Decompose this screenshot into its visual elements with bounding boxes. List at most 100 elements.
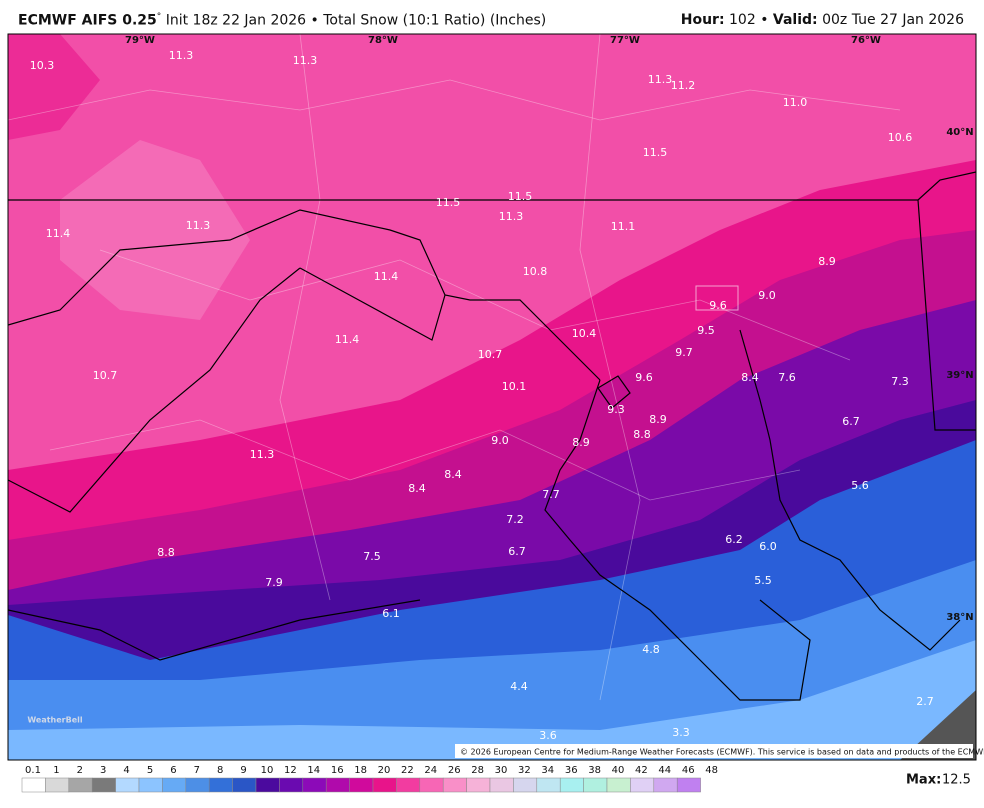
- snow-label: 10.3: [30, 59, 55, 72]
- snow-label: 10.1: [502, 380, 527, 393]
- snow-label: 11.3: [186, 219, 211, 232]
- valid: 00z Tue 27 Jan 2026: [822, 12, 964, 28]
- legend-tick: 2: [77, 765, 83, 776]
- snow-label: 11.3: [250, 448, 275, 461]
- map-frame: [7, 33, 977, 761]
- snow-label: 11.3: [648, 73, 673, 86]
- snow-label: 8.4: [444, 468, 462, 481]
- snow-label: 11.4: [46, 227, 71, 240]
- snow-label: 10.4: [572, 327, 597, 340]
- legend-tick: 32: [518, 765, 531, 776]
- legend-swatch: [68, 777, 93, 793]
- legend-tick: 14: [307, 765, 320, 776]
- logo: WeatherBell: [27, 716, 83, 725]
- hour-label: Hour:: [680, 12, 725, 28]
- legend-tick: 36: [565, 765, 578, 776]
- header-left: ECMWF AIFS 0.25° Init 18z 22 Jan 2026 • …: [18, 12, 546, 29]
- snow-label: 11.5: [436, 196, 461, 209]
- snow-label: 9.0: [491, 434, 509, 447]
- snow-label: 7.2: [506, 513, 524, 526]
- legend-tick: 10: [261, 765, 274, 776]
- legend-tick: 5: [147, 765, 153, 776]
- legend-swatch: [255, 777, 280, 793]
- legend-swatch: [559, 777, 584, 793]
- legend-swatch: [325, 777, 350, 793]
- model: ECMWF AIFS 0.25: [18, 12, 157, 29]
- snow-label: 9.7: [675, 346, 693, 359]
- latitude-label: 38°N: [946, 612, 973, 623]
- snow-label: 11.3: [169, 49, 194, 62]
- legend-swatch: [676, 777, 701, 793]
- snow-label: 11.5: [508, 190, 533, 203]
- legend-tick: 26: [448, 765, 461, 776]
- snow-label: 8.9: [572, 436, 590, 449]
- snow-label: 9.0: [758, 289, 776, 302]
- snow-label: 11.2: [671, 79, 696, 92]
- credit: © 2026 European Centre for Medium-Range …: [460, 748, 984, 757]
- valid-label: Valid:: [772, 12, 818, 28]
- snow-label: 5.6: [851, 479, 869, 492]
- snow-label: 8.9: [818, 255, 836, 268]
- legend-tick: 44: [658, 765, 671, 776]
- legend-swatch: [162, 777, 187, 793]
- legend-tick: 20: [378, 765, 391, 776]
- legend-tick: 34: [541, 765, 554, 776]
- legend-tick: 18: [354, 765, 367, 776]
- legend-swatch: [349, 777, 374, 793]
- snow-label: 2.7: [916, 695, 934, 708]
- snow-label: 3.6: [539, 729, 557, 742]
- snow-label: 6.0: [759, 540, 777, 553]
- snow-label: 7.7: [542, 488, 560, 501]
- snow-label: 6.7: [508, 545, 526, 558]
- snow-label: 8.4: [408, 482, 426, 495]
- legend-tick: 46: [682, 765, 695, 776]
- legend-tick: 30: [495, 765, 508, 776]
- legend-tick: 28: [471, 765, 484, 776]
- legend-swatch: [630, 777, 655, 793]
- snow-label: 11.4: [374, 270, 399, 283]
- legend-tick: 9: [240, 765, 246, 776]
- legend-tick: 38: [588, 765, 601, 776]
- legend-tick: 22: [401, 765, 414, 776]
- legend-swatch: [513, 777, 538, 793]
- snow-field: [8, 34, 976, 760]
- legend-swatch: [442, 777, 467, 793]
- longitude-label: 76°W: [851, 35, 881, 46]
- legend-swatch: [91, 777, 116, 793]
- legend-swatch: [115, 777, 140, 793]
- snow-label: 7.3: [891, 375, 909, 388]
- hour: 102 •: [729, 12, 769, 28]
- latitude-label: 39°N: [946, 370, 973, 381]
- max-value: 12.5: [942, 773, 971, 788]
- snow-label: 6.1: [382, 607, 400, 620]
- longitude-label: 78°W: [368, 35, 398, 46]
- snow-label: 8.8: [157, 546, 175, 559]
- longitude-label: 79°W: [125, 35, 155, 46]
- legend-tick: 3: [100, 765, 106, 776]
- snow-label: 11.1: [611, 220, 636, 233]
- legend-swatch: [583, 777, 608, 793]
- legend-swatch: [653, 777, 678, 793]
- snow-label: 10.8: [523, 265, 548, 278]
- snow-label: 4.4: [510, 680, 528, 693]
- snow-label: 11.0: [783, 96, 808, 109]
- legend-tick: 7: [194, 765, 200, 776]
- snow-label: 3.3: [672, 726, 690, 739]
- legend-tick: 12: [284, 765, 297, 776]
- legend-tick: 8: [217, 765, 223, 776]
- legend-swatch: [606, 777, 631, 793]
- snow-label: 11.3: [499, 210, 524, 223]
- snow-label: 9.6: [709, 299, 727, 312]
- legend-tick: 16: [331, 765, 344, 776]
- legend-swatch: [138, 777, 163, 793]
- legend-swatch: [302, 777, 327, 793]
- legend-tick: 24: [424, 765, 437, 776]
- legend-tick: 1: [53, 765, 59, 776]
- legend-swatch: [419, 777, 444, 793]
- legend-tick: 40: [612, 765, 625, 776]
- legend-swatch: [396, 777, 421, 793]
- snow-label: 5.5: [754, 574, 772, 587]
- degree: °: [156, 12, 162, 22]
